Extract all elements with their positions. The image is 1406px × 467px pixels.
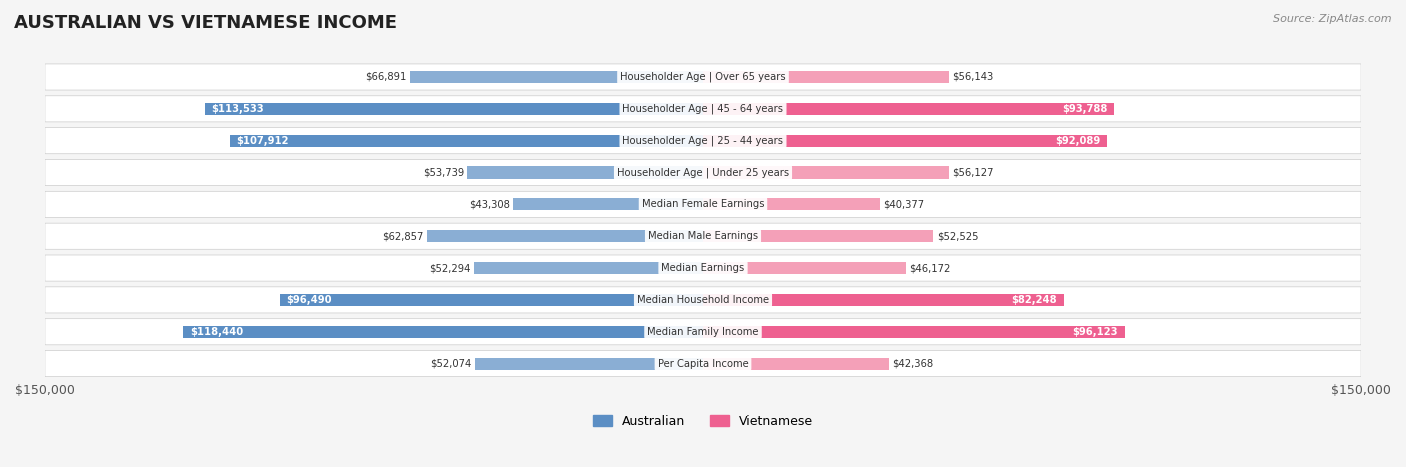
FancyBboxPatch shape: [45, 96, 1361, 122]
Text: $43,308: $43,308: [468, 199, 510, 209]
FancyBboxPatch shape: [45, 159, 1361, 185]
Bar: [475, 358, 703, 370]
Text: $96,490: $96,490: [287, 295, 332, 305]
Text: Per Capita Income: Per Capita Income: [658, 359, 748, 368]
Text: Median Earnings: Median Earnings: [661, 263, 745, 273]
Text: Median Female Earnings: Median Female Earnings: [641, 199, 765, 209]
Text: $46,172: $46,172: [908, 263, 950, 273]
Text: Source: ZipAtlas.com: Source: ZipAtlas.com: [1274, 14, 1392, 24]
Text: $52,074: $52,074: [430, 359, 471, 368]
Text: $52,294: $52,294: [429, 263, 470, 273]
Text: $62,857: $62,857: [382, 231, 425, 241]
Text: Median Family Income: Median Family Income: [647, 327, 759, 337]
Bar: [703, 71, 949, 83]
FancyBboxPatch shape: [45, 318, 1361, 345]
Bar: [205, 103, 703, 115]
Bar: [409, 71, 703, 83]
Bar: [703, 103, 1115, 115]
FancyBboxPatch shape: [45, 191, 1361, 218]
Text: $56,143: $56,143: [953, 72, 994, 82]
FancyBboxPatch shape: [45, 351, 1361, 377]
Bar: [513, 198, 703, 211]
Bar: [427, 230, 703, 242]
Text: $113,533: $113,533: [211, 104, 264, 114]
Text: Median Household Income: Median Household Income: [637, 295, 769, 305]
Text: $118,440: $118,440: [190, 327, 243, 337]
FancyBboxPatch shape: [45, 223, 1361, 249]
Text: $52,525: $52,525: [936, 231, 979, 241]
Bar: [183, 325, 703, 338]
FancyBboxPatch shape: [45, 255, 1361, 281]
Text: Householder Age | Under 25 years: Householder Age | Under 25 years: [617, 167, 789, 178]
Bar: [703, 198, 880, 211]
Text: Median Male Earnings: Median Male Earnings: [648, 231, 758, 241]
Text: $82,248: $82,248: [1012, 295, 1057, 305]
Text: Householder Age | 25 - 44 years: Householder Age | 25 - 44 years: [623, 135, 783, 146]
Bar: [474, 262, 703, 274]
Bar: [703, 358, 889, 370]
Bar: [703, 134, 1107, 147]
Bar: [229, 134, 703, 147]
Text: AUSTRALIAN VS VIETNAMESE INCOME: AUSTRALIAN VS VIETNAMESE INCOME: [14, 14, 396, 32]
Text: Householder Age | Over 65 years: Householder Age | Over 65 years: [620, 72, 786, 82]
Text: $107,912: $107,912: [236, 136, 288, 146]
FancyBboxPatch shape: [45, 64, 1361, 90]
Bar: [703, 230, 934, 242]
Bar: [703, 325, 1125, 338]
Text: $40,377: $40,377: [883, 199, 925, 209]
Text: $93,788: $93,788: [1063, 104, 1108, 114]
Bar: [467, 166, 703, 178]
Bar: [703, 294, 1064, 306]
Legend: Australian, Vietnamese: Australian, Vietnamese: [588, 410, 818, 433]
Text: $92,089: $92,089: [1054, 136, 1101, 146]
Text: $96,123: $96,123: [1073, 327, 1118, 337]
Text: $53,739: $53,739: [423, 168, 464, 177]
Bar: [280, 294, 703, 306]
Text: $42,368: $42,368: [893, 359, 934, 368]
Text: $56,127: $56,127: [952, 168, 994, 177]
FancyBboxPatch shape: [45, 127, 1361, 154]
Bar: [703, 166, 949, 178]
Text: Householder Age | 45 - 64 years: Householder Age | 45 - 64 years: [623, 104, 783, 114]
Bar: [703, 262, 905, 274]
FancyBboxPatch shape: [45, 287, 1361, 313]
Text: $66,891: $66,891: [366, 72, 406, 82]
